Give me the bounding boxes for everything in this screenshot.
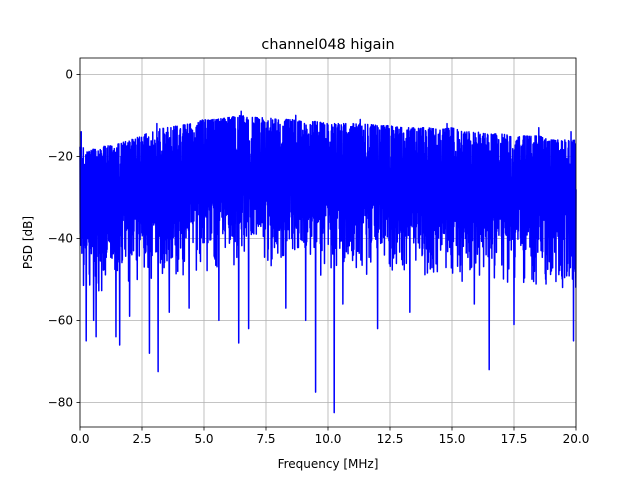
psd-series-line [79, 110, 577, 414]
y-axis: 0 −20 −40 −60 −80 [48, 68, 80, 410]
y-tick-label: −20 [48, 150, 73, 164]
x-tick-label: 2.5 [132, 432, 151, 446]
y-tick-label: 0 [65, 68, 73, 82]
series-layer [79, 110, 577, 414]
x-tick-label: 12.5 [377, 432, 404, 446]
y-tick-label: −60 [48, 314, 73, 328]
x-tick-label: 5.0 [194, 432, 213, 446]
x-tick-label: 10.0 [315, 432, 342, 446]
y-tick-label: −40 [48, 232, 73, 246]
x-tick-label: 0.0 [70, 432, 89, 446]
x-tick-label: 15.0 [439, 432, 466, 446]
x-axis-label: Frequency [MHz] [278, 457, 379, 471]
x-axis: 0.0 2.5 5.0 7.5 10.0 12.5 15.0 17.5 20.0 [70, 427, 589, 446]
y-axis-label: PSD [dB] [21, 216, 35, 269]
y-tick-label: −80 [48, 396, 73, 410]
chart-title: channel048 higain [261, 37, 394, 53]
x-tick-label: 20.0 [563, 432, 590, 446]
x-tick-label: 7.5 [256, 432, 275, 446]
x-tick-label: 17.5 [501, 432, 528, 446]
